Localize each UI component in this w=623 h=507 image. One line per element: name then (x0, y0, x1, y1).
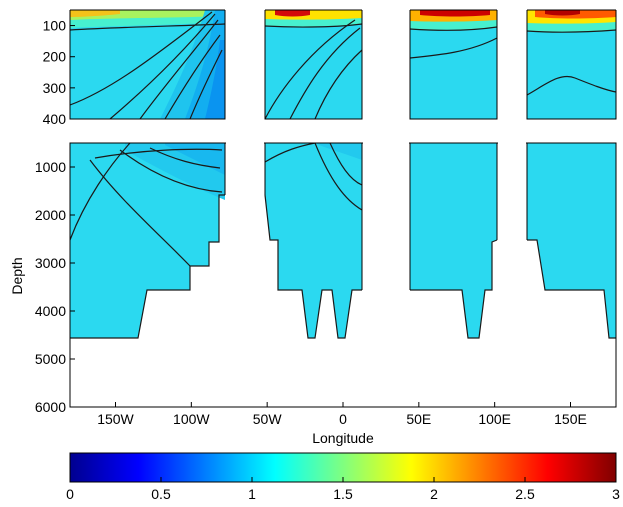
land-gap-indonesia-upper (497, 10, 527, 120)
colorbar-ticks: 0 0.5 1 1.5 2 2.5 3 (66, 477, 620, 502)
atlantic-basin (265, 143, 362, 338)
y-axis-title: Depth (9, 257, 25, 294)
x-tick-label: 50E (406, 411, 431, 427)
lower-y-axis: 1000 2000 3000 4000 5000 6000 (35, 159, 75, 415)
colorbar-tick-label: 0.5 (151, 486, 171, 502)
x-axis-title: Longitude (312, 430, 374, 446)
y-tick-label: 400 (43, 111, 67, 127)
colorbar-tick-label: 2.5 (515, 486, 535, 502)
lower-panel-field (70, 143, 616, 339)
y-tick-label: 200 (43, 49, 67, 65)
upper-panel: 100 200 300 400 (43, 9, 617, 127)
x-tick-label: 100W (173, 411, 210, 427)
x-tick-label: 100E (478, 411, 511, 427)
x-tick-label: 0 (339, 411, 347, 427)
y-tick-label: 2000 (35, 207, 66, 223)
colorbar-tick-label: 1.5 (333, 486, 353, 502)
colorbar-tick-label: 1 (248, 486, 256, 502)
x-tick-label: 150E (554, 411, 587, 427)
y-tick-label: 1000 (35, 159, 66, 175)
indian-basin (410, 143, 497, 338)
land-gap-americas-upper (225, 10, 265, 120)
y-tick-label: 4000 (35, 303, 66, 319)
y-tick-label: 300 (43, 80, 67, 96)
x-tick-label: 150W (97, 411, 134, 427)
y-tick-label: 100 (43, 18, 67, 34)
colorbar-tick-label: 0 (66, 486, 74, 502)
upper-y-axis: 100 200 300 400 (43, 18, 75, 127)
x-tick-label: 50W (253, 411, 283, 427)
colorbar: 0 0.5 1 1.5 2 2.5 3 (66, 452, 620, 502)
y-tick-label: 6000 (35, 399, 66, 415)
land-gap-africa-upper (362, 10, 410, 120)
y-tick-label: 3000 (35, 255, 66, 271)
colorbar-tick-label: 3 (612, 486, 620, 502)
colorbar-tick-label: 2 (430, 486, 438, 502)
lower-panel: 1000 2000 3000 4000 5000 6000 150W 100W 50W 0 50E… (35, 120, 617, 427)
x-axis: 150W 100W 50W 0 50E 100E 150E (97, 402, 587, 427)
pacific-west-basin (527, 143, 616, 338)
pacific-east-basin (70, 143, 225, 338)
upper-panel-field (70, 10, 616, 119)
y-tick-label: 5000 (35, 351, 66, 367)
